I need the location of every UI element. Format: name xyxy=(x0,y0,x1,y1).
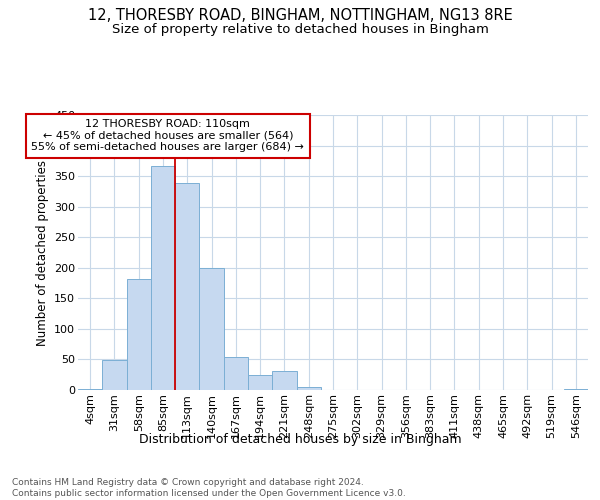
Bar xyxy=(151,166,175,390)
Text: 12, THORESBY ROAD, BINGHAM, NOTTINGHAM, NG13 8RE: 12, THORESBY ROAD, BINGHAM, NOTTINGHAM, … xyxy=(88,8,512,22)
Bar xyxy=(175,184,199,390)
Bar xyxy=(224,357,248,390)
Bar xyxy=(102,360,127,390)
Text: 12 THORESBY ROAD: 110sqm
← 45% of detached houses are smaller (564)
55% of semi-: 12 THORESBY ROAD: 110sqm ← 45% of detach… xyxy=(31,120,304,152)
Y-axis label: Number of detached properties: Number of detached properties xyxy=(35,160,49,346)
Bar xyxy=(296,387,321,390)
Text: Contains HM Land Registry data © Crown copyright and database right 2024.
Contai: Contains HM Land Registry data © Crown c… xyxy=(12,478,406,498)
Bar xyxy=(248,374,272,390)
Bar xyxy=(199,268,224,390)
Bar xyxy=(127,280,151,390)
Bar xyxy=(272,371,296,390)
Text: Size of property relative to detached houses in Bingham: Size of property relative to detached ho… xyxy=(112,22,488,36)
Text: Distribution of detached houses by size in Bingham: Distribution of detached houses by size … xyxy=(139,432,461,446)
